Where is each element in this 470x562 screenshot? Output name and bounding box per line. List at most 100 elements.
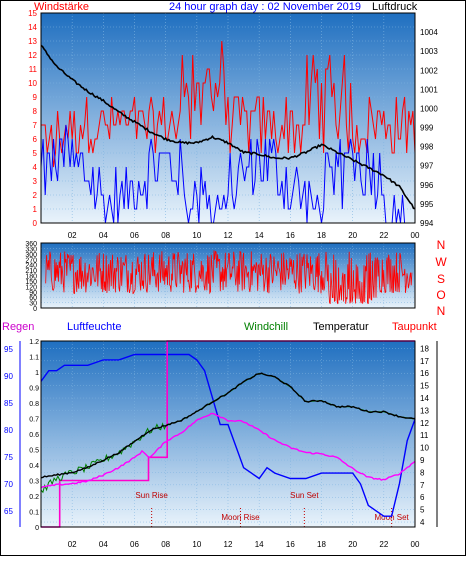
temperature-tick-label: 8 bbox=[420, 468, 425, 477]
direction-tick-label: 150 bbox=[25, 279, 37, 286]
rain-tick-label: 0.9 bbox=[29, 386, 39, 393]
hour-tick-label: 20 bbox=[348, 540, 357, 549]
wind-tick-label: 4 bbox=[33, 163, 38, 172]
rain-tick-label: 0.1 bbox=[29, 510, 39, 517]
humidity-tick-label: 80 bbox=[4, 426, 13, 435]
wind-axis-title: Windstärke bbox=[34, 1, 89, 13]
series-luftfeuchte-line bbox=[40, 353, 416, 517]
hour-tick-label: 00 bbox=[411, 231, 420, 240]
hour-tick-label: 12 bbox=[224, 540, 233, 549]
rain-tick-label: 0.6 bbox=[29, 432, 39, 439]
pressure-tick-label: 1002 bbox=[420, 66, 438, 75]
legend-taupunkt: Taupunkt bbox=[392, 321, 437, 333]
rain-tick-label: 1.2 bbox=[29, 339, 39, 346]
temperature-tick-label: 11 bbox=[420, 431, 429, 440]
direction-tick-label: 120 bbox=[25, 284, 37, 291]
hour-tick-label: 14 bbox=[255, 540, 264, 549]
wind-pressure-axes: 0123456789101112131415994995996997998999… bbox=[28, 9, 438, 240]
temperature-tick-label: 16 bbox=[420, 369, 429, 378]
pressure-tick-label: 1001 bbox=[420, 85, 438, 94]
humidity-tick-label: 75 bbox=[4, 453, 13, 462]
direction-label-n2: N bbox=[437, 304, 446, 318]
temperature-tick-label: 18 bbox=[420, 344, 429, 353]
wind-tick-label: 9 bbox=[33, 93, 38, 102]
temperature-frame bbox=[40, 340, 416, 528]
humidity-tick-label: 90 bbox=[4, 372, 13, 381]
temperature-tick-label: 6 bbox=[420, 493, 425, 502]
wind-tick-label: 0 bbox=[33, 219, 38, 228]
direction-label-w: W bbox=[435, 255, 447, 269]
pressure-line bbox=[40, 44, 416, 210]
pressure-tick-label: 1000 bbox=[420, 104, 438, 113]
temperature-tick-label: 7 bbox=[420, 481, 425, 490]
direction-label-o: O bbox=[436, 288, 445, 302]
wind-tick-label: 15 bbox=[28, 9, 37, 18]
series-taupunkt-line bbox=[40, 412, 416, 489]
legend-regen: Regen bbox=[2, 321, 34, 333]
direction-label-s: S bbox=[437, 272, 445, 286]
wind-speed-line bbox=[41, 40, 416, 168]
hour-tick-label: 06 bbox=[130, 231, 139, 240]
event-label: Moon Rise bbox=[221, 513, 260, 522]
hour-tick-label: 16 bbox=[286, 231, 295, 240]
temperature-grid bbox=[41, 341, 416, 527]
pressure-tick-label: 1004 bbox=[420, 28, 438, 37]
direction-tick-label: 30 bbox=[29, 301, 37, 308]
hour-tick-label: 06 bbox=[130, 540, 139, 549]
wind-tick-label: 7 bbox=[33, 121, 38, 130]
hour-tick-label: 22 bbox=[379, 540, 388, 549]
pressure-axis-title: Luftdruck bbox=[372, 1, 418, 13]
humidity-tick-label: 65 bbox=[4, 507, 13, 516]
hour-tick-label: 00 bbox=[411, 540, 420, 549]
direction-frame bbox=[40, 242, 416, 309]
hour-tick-label: 10 bbox=[192, 231, 201, 240]
wind-tick-label: 1 bbox=[33, 205, 38, 214]
event-markers: Sun Rise Moon Rise Sun Set Moon Set bbox=[135, 491, 410, 527]
direction-tick-label: 90 bbox=[29, 290, 37, 297]
pressure-tick-label: 1003 bbox=[420, 47, 438, 56]
direction-tick-label: 180 bbox=[25, 274, 37, 281]
temperature-tick-label: 12 bbox=[420, 419, 429, 428]
direction-line bbox=[45, 250, 413, 305]
rain-tick-label: 0.4 bbox=[29, 463, 39, 470]
rain-tick-label: 0.5 bbox=[29, 448, 39, 455]
direction-tick-label: 330 bbox=[25, 246, 37, 253]
wind-tick-label: 5 bbox=[33, 149, 38, 158]
rain-tick-label: 0.8 bbox=[29, 401, 39, 408]
direction-tick-label: 240 bbox=[25, 263, 37, 270]
pressure-tick-label: 998 bbox=[420, 143, 434, 152]
wind-tick-label: 10 bbox=[28, 79, 37, 88]
hour-tick-label: 08 bbox=[161, 540, 170, 549]
direction-tick-label: 360 bbox=[25, 241, 37, 248]
rain-tick-label: 1 bbox=[35, 370, 39, 377]
humidity-tick-label: 85 bbox=[4, 399, 13, 408]
wind-tick-label: 12 bbox=[28, 51, 37, 60]
temperature-tick-label: 10 bbox=[420, 444, 429, 453]
direction-tick-label: 0 bbox=[33, 306, 37, 313]
series-temperatur-line bbox=[40, 372, 416, 479]
humidity-tick-label: 95 bbox=[4, 345, 13, 354]
temperature-series bbox=[40, 340, 416, 528]
pressure-tick-label: 995 bbox=[420, 200, 434, 209]
hour-tick-label: 04 bbox=[99, 540, 108, 549]
temperature-tick-label: 17 bbox=[420, 357, 429, 366]
pressure-tick-label: 994 bbox=[420, 219, 434, 228]
hour-tick-label: 08 bbox=[161, 231, 170, 240]
hour-tick-label: 18 bbox=[317, 540, 326, 549]
hour-tick-label: 12 bbox=[224, 231, 233, 240]
hour-tick-label: 14 bbox=[255, 231, 264, 240]
chart-title: 24 hour graph day : 02 November 2019 bbox=[169, 1, 361, 13]
legend-temperatur: Temperatur bbox=[313, 321, 369, 333]
rain-tick-label: 0.7 bbox=[29, 417, 39, 424]
direction-label-n: N bbox=[437, 238, 446, 252]
pressure-tick-label: 999 bbox=[420, 124, 434, 133]
hour-tick-label: 22 bbox=[379, 231, 388, 240]
wind-tick-label: 6 bbox=[33, 135, 38, 144]
rain-tick-label: 0.3 bbox=[29, 479, 39, 486]
pressure-tick-label: 997 bbox=[420, 162, 434, 171]
direction-tick-label: 300 bbox=[25, 252, 37, 259]
event-label: Sun Set bbox=[290, 491, 319, 500]
